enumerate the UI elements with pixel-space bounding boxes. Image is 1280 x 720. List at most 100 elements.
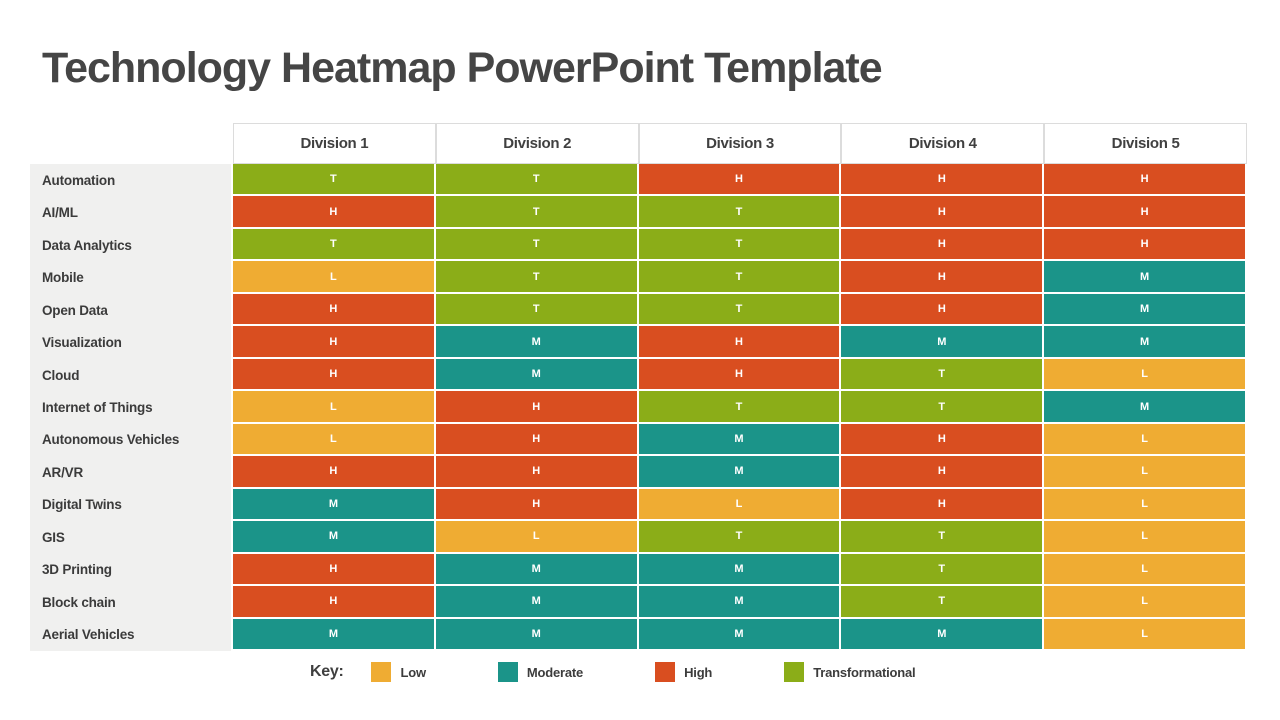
heatmap-cell: H [841, 164, 1045, 197]
heatmap-cell: H [1044, 164, 1247, 197]
heatmap-cell: M [638, 618, 842, 652]
heatmap-cell: M [841, 326, 1045, 359]
heatmap-cell: M [435, 326, 639, 359]
heatmap-cell: T [841, 553, 1045, 587]
heatmap-cell: H [841, 456, 1045, 489]
heatmap-cell: H [233, 326, 436, 359]
heatmap-cell: H [435, 456, 639, 489]
heatmap-cell: L [1044, 423, 1247, 457]
heatmap-cell: T [841, 521, 1045, 554]
legend-item-label: Moderate [526, 664, 584, 680]
column-header: Division 3 [638, 123, 842, 164]
heatmap-cell: M [1044, 326, 1247, 359]
heatmap-cell: M [1044, 261, 1247, 294]
heatmap-cell: M [638, 456, 842, 489]
heatmap-cell: H [435, 488, 639, 522]
heatmap-cell: M [638, 586, 842, 619]
heatmap-cell: T [841, 358, 1045, 392]
heatmap-cell: L [1044, 586, 1247, 619]
heatmap-cell: M [435, 586, 639, 619]
heatmap-cell: T [841, 391, 1045, 424]
legend-item-label: Transformational [813, 664, 916, 680]
heatmap-cell: M [233, 488, 436, 522]
heatmap-cell: M [1044, 391, 1247, 424]
legend-item: High [655, 662, 712, 682]
heatmap-cell: H [841, 261, 1045, 294]
heatmap-cell: H [841, 228, 1045, 262]
heatmap-cell: H [233, 196, 436, 229]
heatmap-cell: H [1044, 228, 1247, 262]
row-label: Autonomous Vehicles [30, 423, 233, 457]
row-label: Block chain [30, 586, 233, 619]
heatmap-table: Division 1 Division 2 Division 3 Division 4… [30, 123, 1247, 652]
table-corner-spacer [30, 123, 233, 164]
heatmap-cell: M [1044, 293, 1247, 327]
heatmap-cell: L [233, 423, 436, 457]
heatmap-cell: L [435, 521, 639, 554]
heatmap-cell: L [233, 261, 436, 294]
heatmap-cell: T [638, 521, 842, 554]
heatmap-cell: T [638, 391, 842, 424]
heatmap-cell: H [841, 423, 1045, 457]
heatmap-cell: T [638, 228, 842, 262]
heatmap-cell: H [435, 423, 639, 457]
heatmap-cell: L [233, 391, 436, 424]
legend-swatch-icon [655, 662, 676, 682]
heatmap-cell: T [841, 586, 1045, 619]
column-header: Division 2 [435, 123, 639, 164]
heatmap-cell: T [638, 261, 842, 294]
heatmap-cell: T [435, 293, 639, 327]
heatmap-cell: M [233, 521, 436, 554]
row-label: GIS [30, 521, 233, 554]
heatmap-cell: H [233, 293, 436, 327]
heatmap-cell: H [841, 196, 1045, 229]
heatmap-cell: L [1044, 618, 1247, 652]
heatmap-cell: T [435, 196, 639, 229]
column-header: Division 4 [841, 123, 1045, 164]
legend-items: Low Moderate High Transformational [371, 662, 987, 682]
heatmap-cell: H [233, 456, 436, 489]
row-label: Mobile [30, 261, 233, 294]
heatmap-cell: H [841, 293, 1045, 327]
row-label: AI/ML [30, 196, 233, 229]
heatmap-cell: T [435, 228, 639, 262]
heatmap-cell: L [1044, 358, 1247, 392]
page-title: Technology Heatmap PowerPoint Template [42, 44, 883, 92]
heatmap-cell: H [233, 586, 436, 619]
legend-swatch-icon [497, 662, 518, 682]
heatmap-cell: H [841, 488, 1045, 522]
heatmap-cell: L [1044, 521, 1247, 554]
row-label: Visualization [30, 326, 233, 359]
row-label: Data Analytics [30, 228, 233, 262]
legend-key-label: Key: [310, 663, 344, 680]
heatmap-cell: L [1044, 488, 1247, 522]
row-label: Cloud [30, 358, 233, 392]
heatmap-cell: H [1044, 196, 1247, 229]
heatmap-cell: T [435, 261, 639, 294]
legend-item: Low [371, 662, 426, 682]
column-header: Division 5 [1044, 123, 1247, 164]
column-header: Division 1 [233, 123, 436, 164]
row-label: AR/VR [30, 456, 233, 489]
heatmap-cell: H [233, 358, 436, 392]
heatmap-cell: H [435, 391, 639, 424]
heatmap-cell: L [638, 488, 842, 522]
heatmap-cell: T [638, 196, 842, 229]
heatmap-cell: H [638, 358, 842, 392]
row-label: Internet of Things [30, 391, 233, 424]
heatmap-cell: T [638, 293, 842, 327]
heatmap-cell: M [435, 553, 639, 587]
heatmap-cell: M [638, 423, 842, 457]
legend-item-label: High [684, 664, 713, 680]
heatmap-cell: M [435, 618, 639, 652]
heatmap-cell: M [638, 553, 842, 587]
heatmap-cell: H [638, 326, 842, 359]
heatmap-cell: H [638, 164, 842, 197]
row-label: Digital Twins [30, 488, 233, 522]
heatmap-cell: T [233, 164, 436, 197]
row-label: Automation [30, 164, 233, 197]
heatmap-cell: M [435, 358, 639, 392]
legend-item-label: Low [400, 664, 426, 680]
legend: Key: Low Moderate High Transformational [310, 659, 987, 685]
